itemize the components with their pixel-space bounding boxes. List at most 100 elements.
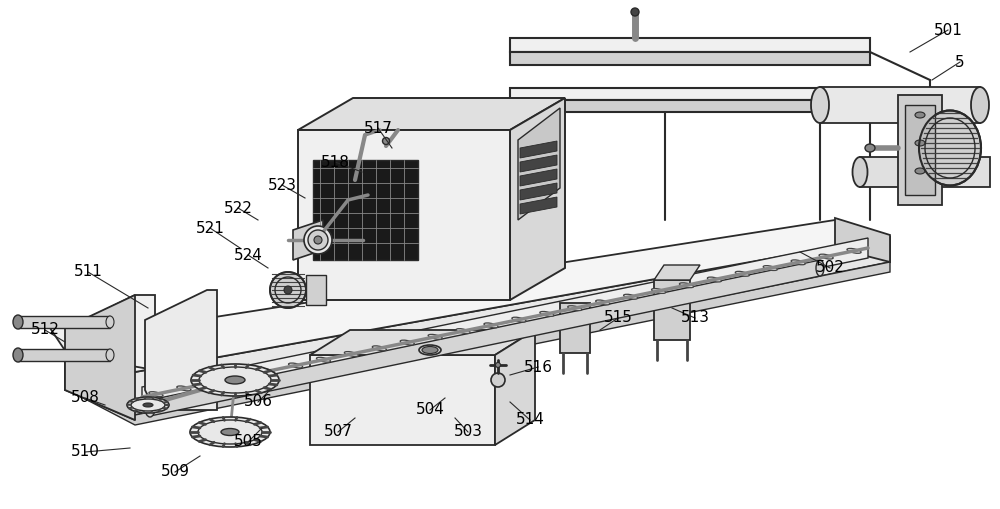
Ellipse shape (304, 226, 332, 254)
Ellipse shape (456, 329, 470, 333)
Polygon shape (820, 87, 980, 123)
Ellipse shape (308, 230, 328, 250)
Ellipse shape (314, 236, 322, 244)
Ellipse shape (491, 373, 505, 387)
Text: 506: 506 (244, 394, 272, 410)
Ellipse shape (852, 157, 868, 187)
Ellipse shape (289, 363, 303, 368)
Ellipse shape (624, 294, 638, 299)
Polygon shape (142, 238, 868, 407)
Text: 512: 512 (31, 323, 59, 337)
Ellipse shape (419, 345, 441, 355)
Ellipse shape (422, 347, 438, 353)
Ellipse shape (811, 87, 829, 123)
Ellipse shape (106, 349, 114, 361)
Polygon shape (518, 108, 560, 220)
Polygon shape (510, 52, 870, 65)
Ellipse shape (540, 312, 554, 316)
Ellipse shape (13, 315, 23, 329)
Polygon shape (654, 280, 690, 340)
Ellipse shape (915, 112, 925, 118)
Text: 517: 517 (364, 121, 392, 135)
Ellipse shape (596, 300, 610, 305)
Polygon shape (860, 157, 990, 187)
Ellipse shape (198, 420, 262, 444)
Ellipse shape (316, 357, 331, 362)
Polygon shape (560, 303, 590, 353)
Ellipse shape (791, 260, 805, 265)
Ellipse shape (284, 286, 292, 294)
Ellipse shape (372, 346, 386, 351)
Polygon shape (905, 105, 935, 195)
Polygon shape (310, 355, 495, 445)
Polygon shape (510, 88, 870, 100)
Text: 514: 514 (516, 412, 544, 428)
Polygon shape (298, 130, 510, 300)
Ellipse shape (496, 362, 501, 367)
Polygon shape (145, 290, 217, 410)
Polygon shape (520, 141, 557, 158)
Ellipse shape (270, 272, 306, 308)
Polygon shape (298, 98, 565, 130)
Ellipse shape (127, 397, 169, 413)
Polygon shape (68, 220, 890, 372)
Ellipse shape (191, 364, 279, 396)
Polygon shape (293, 220, 323, 260)
Polygon shape (835, 218, 890, 262)
Text: 503: 503 (454, 425, 482, 439)
Polygon shape (520, 197, 557, 214)
Polygon shape (510, 100, 870, 112)
Ellipse shape (382, 137, 390, 145)
Text: 518: 518 (321, 155, 349, 169)
Polygon shape (18, 316, 110, 328)
Polygon shape (68, 237, 890, 415)
Ellipse shape (145, 399, 155, 417)
Text: 515: 515 (604, 310, 632, 325)
Polygon shape (65, 295, 135, 420)
Ellipse shape (143, 403, 153, 407)
Polygon shape (510, 98, 565, 300)
Ellipse shape (568, 306, 582, 310)
Ellipse shape (652, 289, 666, 293)
Ellipse shape (233, 375, 247, 379)
Ellipse shape (13, 348, 23, 362)
Ellipse shape (512, 317, 526, 322)
Ellipse shape (221, 429, 239, 436)
Polygon shape (520, 169, 557, 186)
Ellipse shape (816, 260, 824, 276)
Ellipse shape (847, 248, 861, 253)
Ellipse shape (631, 8, 639, 16)
Text: 516: 516 (524, 359, 552, 375)
Ellipse shape (344, 352, 358, 356)
Text: 507: 507 (324, 425, 352, 439)
Ellipse shape (484, 323, 498, 328)
Text: 504: 504 (416, 403, 444, 417)
Text: 502: 502 (816, 261, 844, 275)
Text: 523: 523 (268, 178, 296, 192)
Polygon shape (654, 265, 700, 280)
Polygon shape (495, 330, 535, 445)
Ellipse shape (106, 316, 114, 328)
Polygon shape (898, 95, 942, 205)
Ellipse shape (261, 369, 275, 374)
Text: 513: 513 (680, 310, 710, 325)
Text: 505: 505 (234, 435, 262, 449)
Text: 521: 521 (196, 220, 224, 236)
Text: 524: 524 (234, 247, 262, 263)
Text: 509: 509 (160, 465, 190, 479)
Ellipse shape (865, 144, 875, 152)
Ellipse shape (199, 367, 271, 393)
Polygon shape (310, 330, 535, 355)
Polygon shape (18, 349, 110, 361)
Ellipse shape (735, 271, 749, 276)
Polygon shape (520, 155, 557, 172)
Polygon shape (306, 275, 326, 305)
Ellipse shape (819, 254, 833, 259)
Ellipse shape (971, 87, 989, 123)
Polygon shape (50, 295, 155, 370)
Polygon shape (68, 262, 890, 425)
Ellipse shape (177, 386, 191, 391)
Text: 522: 522 (224, 201, 252, 215)
Ellipse shape (205, 380, 219, 385)
Ellipse shape (915, 168, 925, 174)
